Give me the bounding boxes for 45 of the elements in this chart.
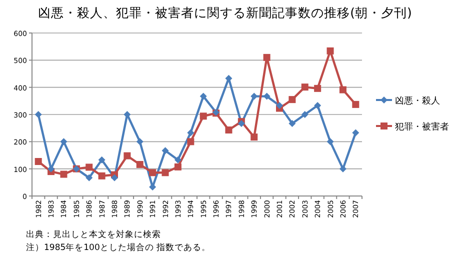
point (34, 158, 42, 165)
point (162, 169, 169, 176)
point (352, 100, 360, 108)
point (326, 47, 334, 54)
point (60, 138, 68, 146)
point (149, 169, 156, 176)
legend-label: 犯罪・被害者 (395, 122, 449, 132)
point (111, 174, 118, 182)
point (314, 102, 322, 110)
legend-label: 凶悪・殺人 (395, 96, 440, 106)
point (98, 172, 106, 180)
point (225, 126, 232, 134)
point (301, 84, 308, 91)
point (276, 102, 283, 110)
point (200, 92, 207, 100)
source-note: 出典：見出しと本文を対象に検索 (26, 229, 161, 240)
point (200, 112, 207, 120)
point (98, 156, 106, 164)
text: 注）1985年を100とした場合の 指数である。 (26, 242, 211, 253)
point (136, 160, 144, 168)
point (263, 54, 270, 61)
point (124, 152, 131, 160)
point (174, 163, 182, 170)
point (250, 92, 258, 100)
point (339, 165, 346, 172)
point (314, 84, 322, 92)
point (124, 111, 131, 118)
point (250, 134, 258, 141)
point (301, 111, 308, 118)
point (263, 92, 270, 100)
point (187, 129, 194, 136)
point (288, 96, 296, 104)
point (60, 170, 68, 178)
point (86, 164, 93, 171)
point (326, 138, 334, 146)
point (187, 138, 194, 146)
point (86, 174, 93, 182)
point (288, 120, 296, 127)
point (136, 138, 144, 146)
point (174, 156, 182, 164)
point (339, 86, 346, 94)
point (34, 111, 42, 118)
chart-title: 凶悪・殺人、犯罪・被害者に関する新聞記事数の推移(朝・夕刊) (38, 5, 412, 20)
point (352, 129, 360, 136)
point (162, 147, 169, 154)
